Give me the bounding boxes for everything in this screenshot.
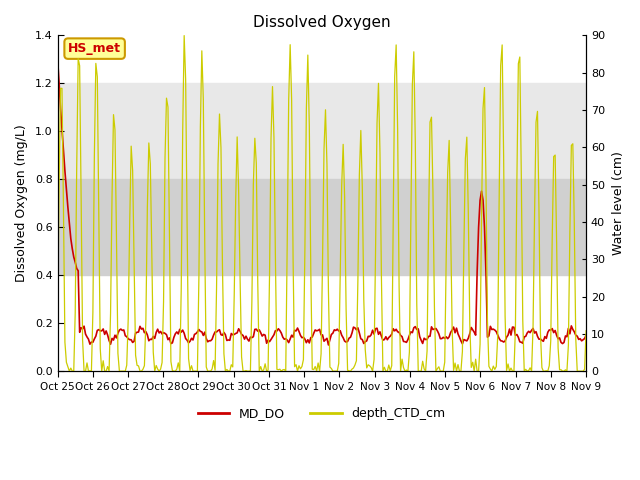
Text: HS_met: HS_met [68,42,121,55]
Y-axis label: Dissolved Oxygen (mg/L): Dissolved Oxygen (mg/L) [15,124,28,282]
Title: Dissolved Oxygen: Dissolved Oxygen [253,15,390,30]
Legend: MD_DO, depth_CTD_cm: MD_DO, depth_CTD_cm [193,402,451,425]
Bar [58,84,586,179]
Y-axis label: Water level (cm): Water level (cm) [612,151,625,255]
Bar [58,179,586,275]
